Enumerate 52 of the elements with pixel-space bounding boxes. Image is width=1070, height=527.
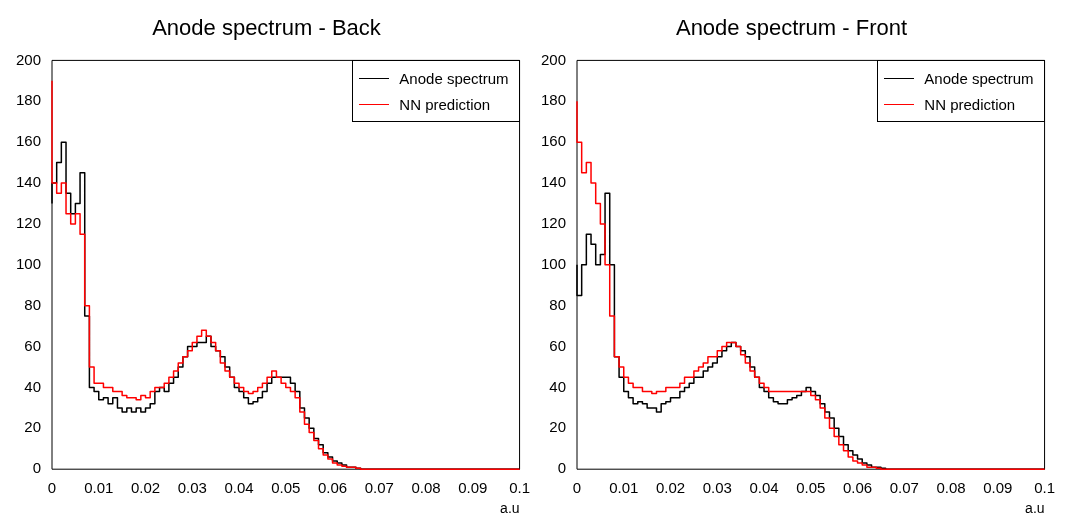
- x-tick-label: 0.08: [936, 479, 966, 497]
- legend-label: Anode spectrum: [924, 69, 1034, 87]
- legend-label: Anode spectrum: [399, 69, 509, 87]
- x-tick-label: 0.1: [1034, 479, 1055, 497]
- legend-label: NN prediction: [924, 95, 1016, 113]
- y-tick-label: 40: [549, 377, 566, 395]
- x-tick-label: 0.1: [509, 479, 530, 497]
- y-tick-label: 0: [32, 459, 41, 477]
- x-tick-label: 0.02: [655, 479, 686, 497]
- x-tick-label: 0.04: [224, 479, 254, 497]
- x-tick-label: 0.01: [84, 479, 114, 497]
- y-tick-label: 60: [549, 336, 566, 354]
- chart-title: Anode spectrum - Back: [152, 15, 382, 41]
- x-tick-label: 0.01: [609, 479, 639, 497]
- x-axis-title: a.u: [1025, 500, 1045, 517]
- y-tick-label: 180: [15, 91, 41, 109]
- x-tick-label: 0.08: [411, 479, 441, 497]
- y-tick-label: 160: [15, 132, 41, 150]
- y-tick-label: 120: [15, 214, 41, 232]
- y-tick-label: 100: [15, 254, 41, 272]
- x-axis-title: a.u: [500, 500, 520, 517]
- y-tick-label: 140: [15, 173, 41, 191]
- y-tick-label: 100: [540, 254, 566, 272]
- x-tick-label: 0.02: [130, 479, 161, 497]
- x-tick-label: 0.09: [458, 479, 488, 497]
- y-tick-label: 80: [24, 295, 41, 313]
- y-tick-label: 40: [24, 377, 41, 395]
- y-tick-label: 180: [540, 91, 566, 109]
- y-tick-label: 80: [549, 295, 566, 313]
- y-tick-label: 20: [24, 418, 41, 436]
- x-tick-label: 0.05: [271, 479, 301, 497]
- y-tick-label: 20: [549, 418, 566, 436]
- x-tick-label: 0.09: [983, 479, 1013, 497]
- y-tick-label: 140: [540, 173, 566, 191]
- x-tick-label: 0.06: [842, 479, 873, 497]
- x-tick-label: 0.03: [702, 479, 732, 497]
- x-tick-label: 0.06: [317, 479, 348, 497]
- chart-title: Anode spectrum - Front: [675, 15, 908, 41]
- y-tick-label: 0: [557, 459, 566, 477]
- x-tick-label: 0.04: [749, 479, 779, 497]
- x-tick-label: 0: [572, 479, 582, 497]
- y-tick-label: 200: [540, 50, 566, 68]
- legend-label: NN prediction: [399, 95, 491, 113]
- y-tick-label: 60: [24, 336, 41, 354]
- x-tick-label: 0.05: [796, 479, 826, 497]
- x-tick-label: 0.07: [889, 479, 919, 497]
- x-tick-label: 0.07: [364, 479, 394, 497]
- y-tick-label: 120: [540, 214, 566, 232]
- x-tick-label: 0.03: [177, 479, 207, 497]
- x-tick-label: 0: [47, 479, 57, 497]
- y-tick-label: 160: [540, 132, 566, 150]
- y-tick-label: 200: [15, 50, 41, 68]
